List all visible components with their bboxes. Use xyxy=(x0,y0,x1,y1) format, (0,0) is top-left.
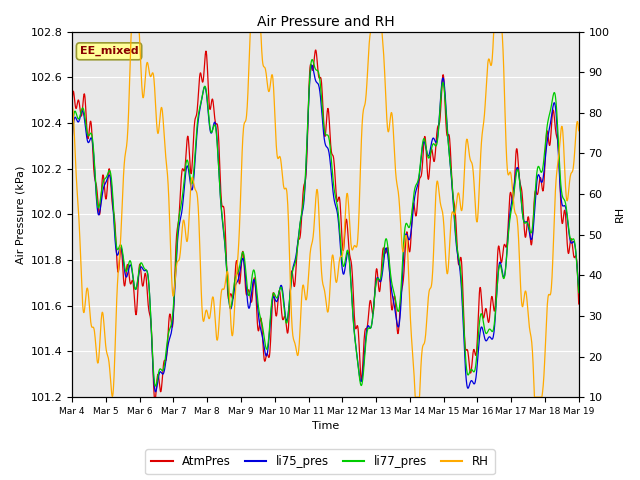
RH xyxy=(575,128,582,133)
li77_pres xyxy=(284,318,291,324)
li77_pres xyxy=(108,176,115,181)
Legend: AtmPres, li75_pres, li77_pres, RH: AtmPres, li75_pres, li77_pres, RH xyxy=(145,449,495,474)
RH xyxy=(412,394,419,400)
AtmPres xyxy=(150,394,158,400)
AtmPres xyxy=(284,330,291,336)
RH xyxy=(303,293,311,299)
li77_pres xyxy=(294,241,301,247)
li75_pres xyxy=(68,136,76,142)
AtmPres xyxy=(108,190,115,195)
Line: AtmPres: AtmPres xyxy=(72,50,579,397)
AtmPres xyxy=(303,150,311,156)
AtmPres xyxy=(68,99,76,105)
li75_pres xyxy=(108,182,115,188)
li75_pres xyxy=(357,379,365,384)
li77_pres xyxy=(68,130,76,136)
li77_pres xyxy=(575,289,582,295)
li75_pres xyxy=(303,140,311,146)
RH xyxy=(129,29,136,35)
RH xyxy=(357,156,365,162)
Title: Air Pressure and RH: Air Pressure and RH xyxy=(257,15,394,29)
RH xyxy=(68,104,76,109)
li77_pres xyxy=(308,57,316,62)
RH xyxy=(127,29,135,35)
Line: RH: RH xyxy=(72,32,579,397)
Y-axis label: Air Pressure (kPa): Air Pressure (kPa) xyxy=(15,165,25,264)
li77_pres xyxy=(128,265,136,271)
li75_pres xyxy=(575,286,582,291)
li75_pres xyxy=(308,62,316,68)
li75_pres xyxy=(294,239,301,244)
li75_pres xyxy=(128,267,136,273)
X-axis label: Time: Time xyxy=(312,421,339,432)
Line: li75_pres: li75_pres xyxy=(72,65,579,392)
AtmPres xyxy=(357,376,365,382)
li75_pres xyxy=(152,389,159,395)
Text: EE_mixed: EE_mixed xyxy=(80,46,138,57)
Line: li77_pres: li77_pres xyxy=(72,60,579,386)
li77_pres xyxy=(152,383,159,389)
AtmPres xyxy=(294,239,301,245)
li77_pres xyxy=(303,136,311,142)
RH xyxy=(294,352,301,358)
AtmPres xyxy=(575,301,582,307)
RH xyxy=(108,387,115,393)
AtmPres xyxy=(312,47,319,53)
li77_pres xyxy=(357,383,365,388)
li75_pres xyxy=(284,316,291,322)
Y-axis label: RH: RH xyxy=(615,206,625,222)
RH xyxy=(284,196,291,202)
AtmPres xyxy=(128,278,136,284)
